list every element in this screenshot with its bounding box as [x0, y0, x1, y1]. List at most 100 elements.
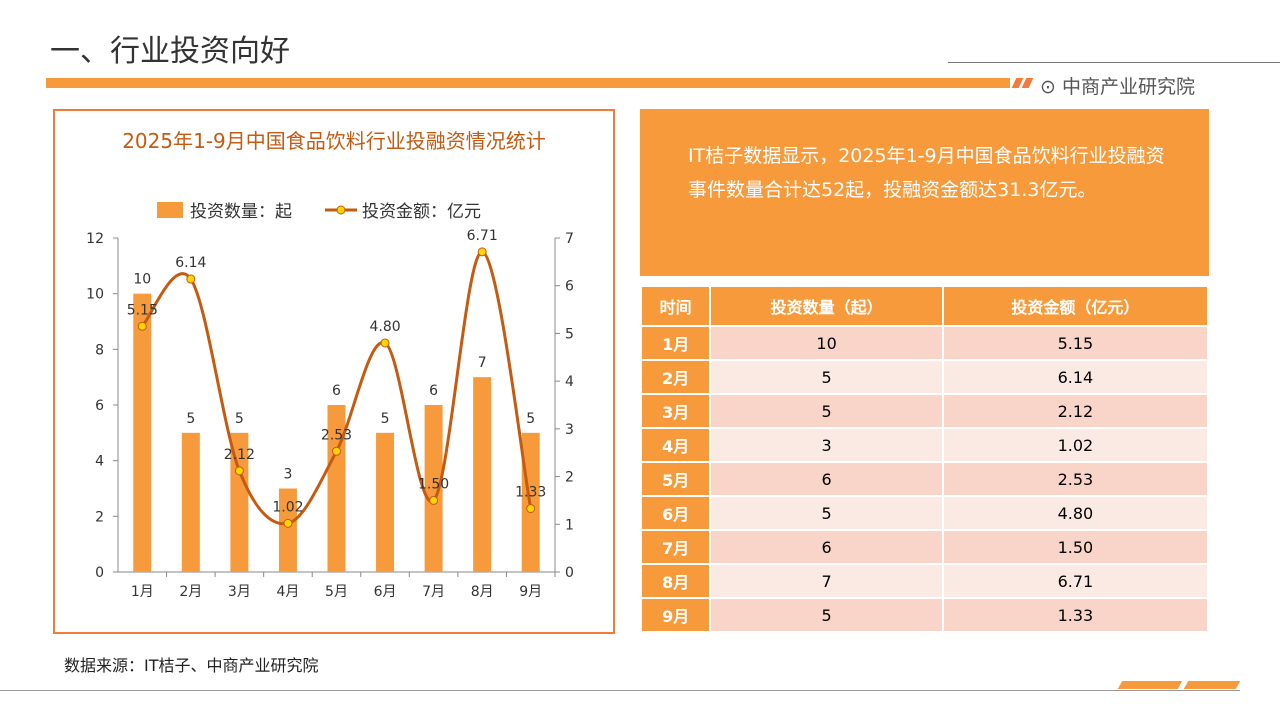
source-note: 数据来源：IT桔子、中商产业研究院 — [64, 656, 319, 675]
bar — [133, 293, 152, 572]
line-label: 6.71 — [467, 228, 498, 244]
bar-label: 7 — [478, 355, 487, 371]
table-header: 时间 投资数量（起） 投资金额（亿元） — [639, 285, 1210, 327]
line-label: 2.12 — [224, 447, 255, 463]
brand-name: 中商产业研究院 — [1061, 76, 1195, 98]
page-title: 一、行业投资向好 — [50, 34, 290, 69]
data-table: 时间 投资数量（起） 投资金额（亿元） 1月 10 5.15 2月 5 6.14 3月 5 2.… — [639, 285, 1210, 633]
amount-cell: 1.50 — [941, 529, 1210, 565]
y-right-tick-label: 3 — [565, 422, 574, 438]
x-tick-label: 5月 — [325, 584, 348, 600]
line-point — [526, 504, 536, 514]
amount-cell: 6.71 — [941, 563, 1210, 599]
month-cell: 2月 — [639, 359, 712, 395]
y-right-tick-label: 2 — [565, 470, 574, 486]
chart-panel: 2025年1-9月中国食品饮料行业投融资情况统计 — [53, 109, 615, 634]
bar-label: 6 — [429, 383, 438, 399]
y-left-tick-label: 10 — [86, 287, 104, 303]
col-header: 投资金额（亿元） — [941, 285, 1210, 327]
amount-cell: 4.80 — [941, 495, 1210, 531]
y-left-tick-label: 4 — [95, 454, 104, 470]
bar — [327, 405, 346, 572]
bar — [230, 432, 249, 572]
count-cell: 3 — [709, 427, 944, 463]
bar — [181, 432, 200, 572]
month-cell: 7月 — [639, 529, 712, 565]
legend-bar-label: 投资数量：起 — [190, 202, 292, 222]
x-tick-label: 1月 — [131, 584, 154, 600]
count-cell: 5 — [709, 597, 944, 633]
bar — [424, 405, 443, 572]
table-row: 6月 5 4.80 — [639, 495, 1210, 531]
info-text: IT桔子数据显示，2025年1-9月中国食品饮料行业投融资事件数量合计达52起，… — [640, 109, 1209, 276]
logo-icon: ⊙ — [1040, 76, 1062, 98]
y-left-tick-label: 8 — [95, 342, 104, 358]
month-cell: 8月 — [639, 563, 712, 599]
stripe-decoration — [1183, 681, 1241, 689]
count-cell: 6 — [709, 529, 944, 565]
line-point — [234, 466, 244, 476]
x-tick-label: 4月 — [276, 584, 299, 600]
chart-title: 2025年1-9月中国食品饮料行业投融资情况统计 — [122, 129, 546, 153]
bar — [278, 488, 297, 572]
line-label: 2.53 — [321, 427, 352, 443]
legend-line-marker — [336, 205, 346, 215]
brand-logo: ⊙ 中商产业研究院 — [1040, 72, 1195, 99]
y-left-tick-label: 12 — [86, 231, 104, 247]
month-cell: 4月 — [639, 427, 712, 463]
table-row: 8月 7 6.71 — [639, 563, 1210, 599]
line-point — [429, 495, 439, 505]
amount-cell: 1.02 — [941, 427, 1210, 463]
table-row: 3月 5 2.12 — [639, 393, 1210, 429]
amount-cell: 6.14 — [941, 359, 1210, 395]
y-right-tick-label: 5 — [565, 326, 574, 342]
bar-label: 6 — [332, 383, 341, 399]
bar-label: 5 — [186, 411, 195, 427]
line-point — [186, 274, 196, 284]
col-header: 时间 — [639, 285, 712, 327]
stripe-decoration — [1117, 681, 1183, 689]
y-left-tick-label: 2 — [95, 509, 104, 525]
table-row: 1月 10 5.15 — [639, 325, 1210, 361]
header-bar — [46, 78, 1010, 88]
x-tick-label: 7月 — [422, 584, 445, 600]
legend-bar-swatch — [157, 202, 183, 218]
y-left-tick-label: 0 — [95, 565, 104, 581]
line-point — [380, 338, 390, 348]
line-point — [137, 321, 147, 331]
table-row: 9月 5 1.33 — [639, 597, 1210, 633]
month-cell: 1月 — [639, 325, 712, 361]
table-row: 7月 6 1.50 — [639, 529, 1210, 565]
month-cell: 3月 — [639, 393, 712, 429]
y-right-tick-label: 0 — [565, 565, 574, 581]
line-label: 1.33 — [515, 485, 546, 501]
x-tick-label: 9月 — [519, 584, 542, 600]
legend-line-label: 投资金额：亿元 — [362, 202, 481, 222]
bar — [473, 377, 492, 572]
y-right-tick-label: 1 — [565, 517, 574, 533]
bottom-line — [0, 690, 1240, 691]
y-right-tick-label: 4 — [565, 374, 574, 390]
corner-line — [948, 62, 1280, 63]
count-cell: 5 — [709, 495, 944, 531]
y-left-tick-label: 6 — [95, 398, 104, 414]
line-label: 1.02 — [272, 499, 303, 515]
line-point — [332, 446, 341, 456]
bar-label: 5 — [235, 411, 244, 427]
bar-label: 5 — [381, 411, 390, 427]
x-tick-label: 8月 — [471, 584, 494, 600]
y-right-tick-label: 7 — [565, 231, 574, 247]
amount-cell: 2.53 — [941, 461, 1210, 497]
line-label: 1.50 — [418, 476, 449, 492]
count-cell: 7 — [709, 563, 944, 599]
bar-label: 3 — [283, 467, 292, 483]
col-header: 投资数量（起） — [709, 285, 944, 327]
line-label: 5.15 — [127, 302, 158, 318]
month-cell: 5月 — [639, 461, 712, 497]
month-cell: 9月 — [639, 597, 712, 633]
table-row: 5月 6 2.53 — [639, 461, 1210, 497]
bar-label: 10 — [133, 272, 151, 288]
x-tick-label: 6月 — [374, 584, 397, 600]
amount-cell: 2.12 — [941, 393, 1210, 429]
